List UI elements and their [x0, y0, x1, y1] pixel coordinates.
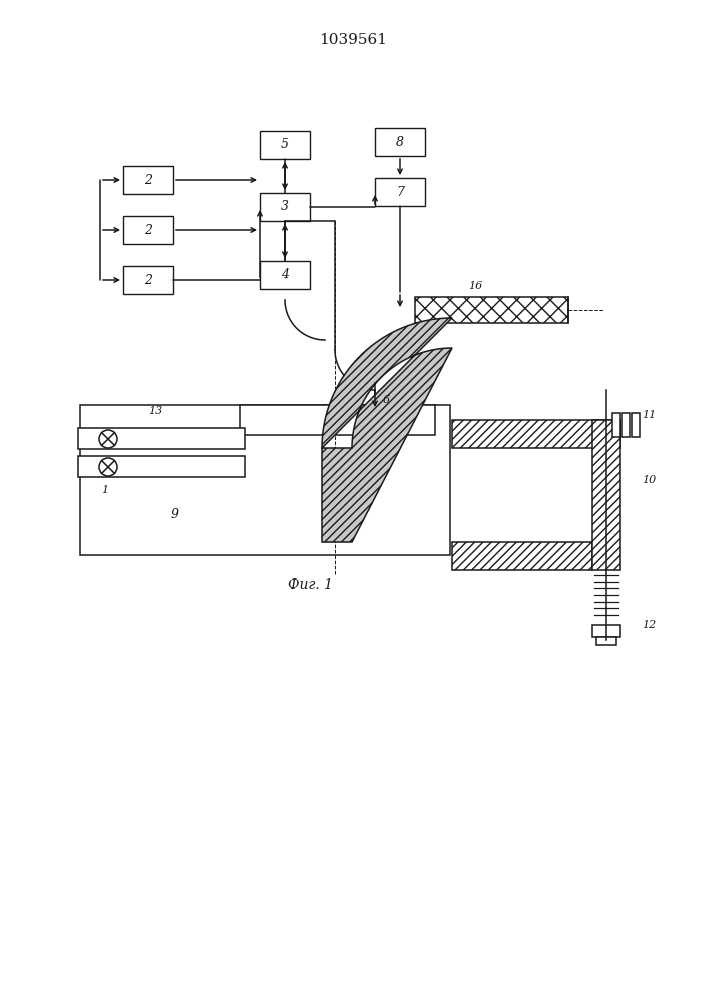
Bar [452, 542, 592, 570]
Bar [260, 131, 310, 159]
Bar [123, 266, 173, 294]
Bar [375, 128, 425, 156]
Text: 5: 5 [281, 138, 289, 151]
Bar [592, 420, 620, 570]
Bar [415, 297, 568, 323]
Bar [240, 405, 435, 435]
Bar [123, 216, 173, 244]
Bar [78, 456, 245, 477]
Bar [260, 193, 310, 221]
Bar [123, 166, 173, 194]
Circle shape [99, 458, 117, 476]
Bar [632, 413, 640, 437]
Text: 8: 8 [396, 135, 404, 148]
Bar [612, 413, 620, 437]
Bar [592, 625, 620, 637]
Text: 13: 13 [148, 406, 162, 416]
Text: 1039561: 1039561 [319, 33, 387, 47]
Bar [452, 420, 620, 448]
Text: 9: 9 [171, 508, 179, 522]
Text: 11: 11 [642, 410, 656, 420]
Text: 3: 3 [281, 200, 289, 214]
Bar [80, 405, 450, 555]
Text: 6: 6 [383, 395, 390, 405]
Bar [622, 413, 630, 437]
Text: 12: 12 [642, 620, 656, 630]
Text: 2: 2 [144, 273, 152, 286]
Text: 16: 16 [468, 281, 482, 291]
Polygon shape [322, 318, 452, 542]
Text: 2: 2 [144, 224, 152, 236]
Bar [375, 178, 425, 206]
Bar [260, 261, 310, 289]
Text: 2: 2 [144, 174, 152, 186]
Text: 10: 10 [642, 475, 656, 485]
Bar [596, 637, 616, 645]
Text: 7: 7 [396, 186, 404, 198]
Bar [78, 428, 245, 449]
Text: Фиг. 1: Фиг. 1 [288, 578, 332, 592]
Circle shape [99, 430, 117, 448]
Text: 1: 1 [101, 485, 109, 495]
Text: 4: 4 [281, 268, 289, 282]
